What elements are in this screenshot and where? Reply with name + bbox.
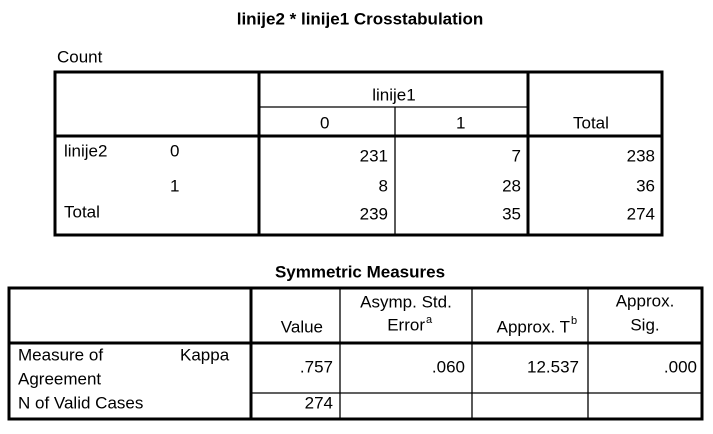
row-label: Agreement (18, 369, 101, 388)
cell: 35 (502, 204, 521, 223)
row-label: N of Valid Cases (18, 393, 143, 412)
cell: 231 (360, 146, 388, 165)
column-group: linije1 (372, 85, 415, 104)
row-sublabel: Kappa (180, 345, 230, 364)
column-header: Error (387, 315, 425, 334)
cell: 274 (627, 204, 655, 223)
column-header: 1 (456, 113, 465, 132)
cell: 7 (512, 146, 521, 165)
row-label: linije2 (64, 141, 107, 160)
cell: 8 (379, 176, 388, 195)
crosstab-grid (53, 70, 664, 237)
cell: .000 (664, 357, 697, 376)
table-title: linije2 * linije1 Crosstabulation (237, 9, 484, 28)
column-header: Total (573, 113, 609, 132)
row-sublabel: 0 (170, 141, 179, 160)
cell: .060 (432, 357, 465, 376)
caption: Count (57, 47, 103, 66)
cell: .757 (300, 357, 333, 376)
column-header: 0 (320, 113, 329, 132)
cell: 239 (360, 204, 388, 223)
footnote-mark: a (426, 314, 433, 326)
cell: 12.537 (527, 357, 579, 376)
cell: 28 (502, 176, 521, 195)
column-header: Approx. (616, 291, 675, 310)
cell: 238 (627, 146, 655, 165)
table-title: Symmetric Measures (275, 262, 445, 281)
column-header: Approx. T (497, 317, 570, 336)
cell: 36 (636, 176, 655, 195)
column-header: Value (281, 317, 323, 336)
footnote-mark: b (571, 315, 577, 327)
cell: 274 (305, 393, 333, 412)
row-sublabel: 1 (170, 176, 179, 195)
symmetric-grid (7, 286, 704, 421)
column-header: Sig. (630, 315, 659, 334)
row-label: Total (64, 202, 100, 221)
column-header: Asymp. Std. (360, 292, 452, 311)
row-label: Measure of (18, 345, 103, 364)
